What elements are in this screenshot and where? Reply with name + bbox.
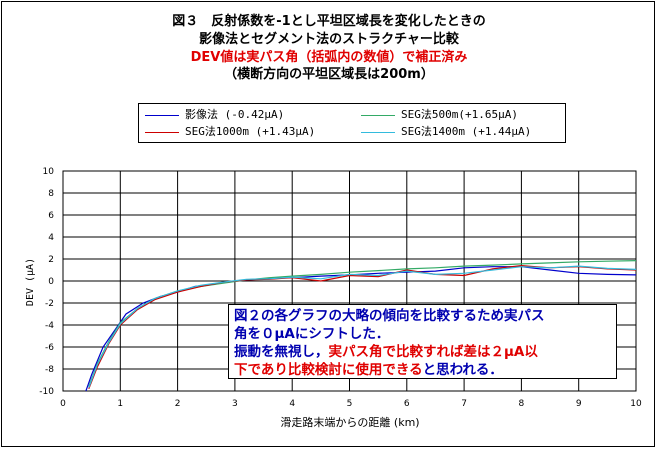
legend-item-seg-1400m: SEG法1400m (+1.44μA)	[361, 125, 531, 139]
series-line-4	[88, 265, 637, 388]
y-tick-label: -8	[45, 365, 54, 375]
y-tick-label: -2	[45, 299, 54, 309]
annotation-line-1: 図２の各グラフの大略の傾向を比較するため実パス	[234, 308, 545, 324]
y-tick-label: 2	[48, 255, 54, 265]
y-tick-label: 0	[48, 277, 54, 287]
x-tick-label: 10	[630, 399, 642, 409]
x-tick-label: 7	[461, 399, 467, 409]
legend-label: SEG法1400m (+1.44μA)	[401, 125, 532, 138]
series-line-3	[88, 264, 637, 390]
x-tick-label: 9	[576, 399, 582, 409]
chart-title-line-3: DEV値は実パス角（括弧内の数値）で補正済み	[190, 50, 468, 65]
x-tick-label: 2	[175, 399, 181, 409]
legend-item-seg-500m: SEG法500m(+1.65μA)	[361, 108, 518, 122]
y-tick-label: 8	[48, 189, 54, 199]
legend-swatch	[145, 114, 179, 116]
y-tick-label: 6	[48, 211, 54, 221]
chart-series	[85, 260, 637, 392]
legend-label: SEG法500m(+1.65μA)	[401, 108, 518, 121]
annotation-line-4b: と思われる．	[422, 362, 503, 378]
chart-ticks: 0 1 2 3 4 5 6 7 8 9 10 10 8 6 4 2 0 -2 -4 -6 -8 -10	[39, 167, 642, 409]
legend-swatch	[361, 114, 395, 116]
annotation-line-3b: 実パス角で比較すれば差は２μA以	[328, 344, 538, 360]
chart-title-line-4: （横断方向の平坦区域長は200m）	[224, 67, 434, 82]
x-axis-label: 滑走路末端からの距離 (km)	[280, 415, 419, 429]
x-tick-label: 8	[519, 399, 525, 409]
y-tick-label: -4	[45, 321, 54, 331]
legend-swatch	[361, 131, 395, 133]
x-tick-label: 3	[232, 399, 238, 409]
y-tick-label: -10	[39, 387, 54, 397]
chart-legend: 影像法 (-0.42μA) SEG法500m(+1.65μA) SEG法1000…	[138, 103, 566, 143]
annotation-line-3a: 振動を無視し，	[234, 344, 329, 360]
annotation-line-2: 角を０μAにシフトした．	[234, 326, 390, 342]
x-tick-label: 0	[60, 399, 66, 409]
y-axis-label: DEV (μA)	[25, 258, 36, 306]
chart-title-line-1: 図３ 反射係数を-1とし平坦区域長を変化したときの	[172, 14, 486, 29]
y-tick-label: -6	[45, 343, 54, 353]
annotation-line-4: 下であり比較検討に使用できると思われる．	[234, 361, 611, 379]
x-tick-label: 1	[117, 399, 123, 409]
y-tick-label: 10	[43, 167, 55, 177]
annotation-line-3: 振動を無視し，実パス角で比較すれば差は２μA以	[234, 343, 611, 361]
legend-label: 影像法 (-0.42μA)	[185, 108, 285, 121]
x-tick-label: 6	[404, 399, 410, 409]
annotation-box: 図２の各グラフの大略の傾向を比較するため実パス 角を０μAにシフトした． 振動を…	[228, 304, 617, 379]
legend-item-seg-1000m: SEG法1000m (+1.43μA)	[145, 125, 315, 139]
legend-item-image-method: 影像法 (-0.42μA)	[145, 108, 284, 122]
x-tick-label: 5	[347, 399, 353, 409]
chart-title-line-2: 影像法とセグメント法のストラクチャー比較	[199, 32, 459, 47]
y-tick-label: 4	[48, 233, 54, 243]
annotation-line-4a: 下であり比較検討に使用できる	[234, 362, 423, 378]
legend-swatch	[145, 131, 179, 133]
x-tick-label: 4	[289, 399, 295, 409]
legend-label: SEG法1000m (+1.43μA)	[185, 125, 316, 138]
